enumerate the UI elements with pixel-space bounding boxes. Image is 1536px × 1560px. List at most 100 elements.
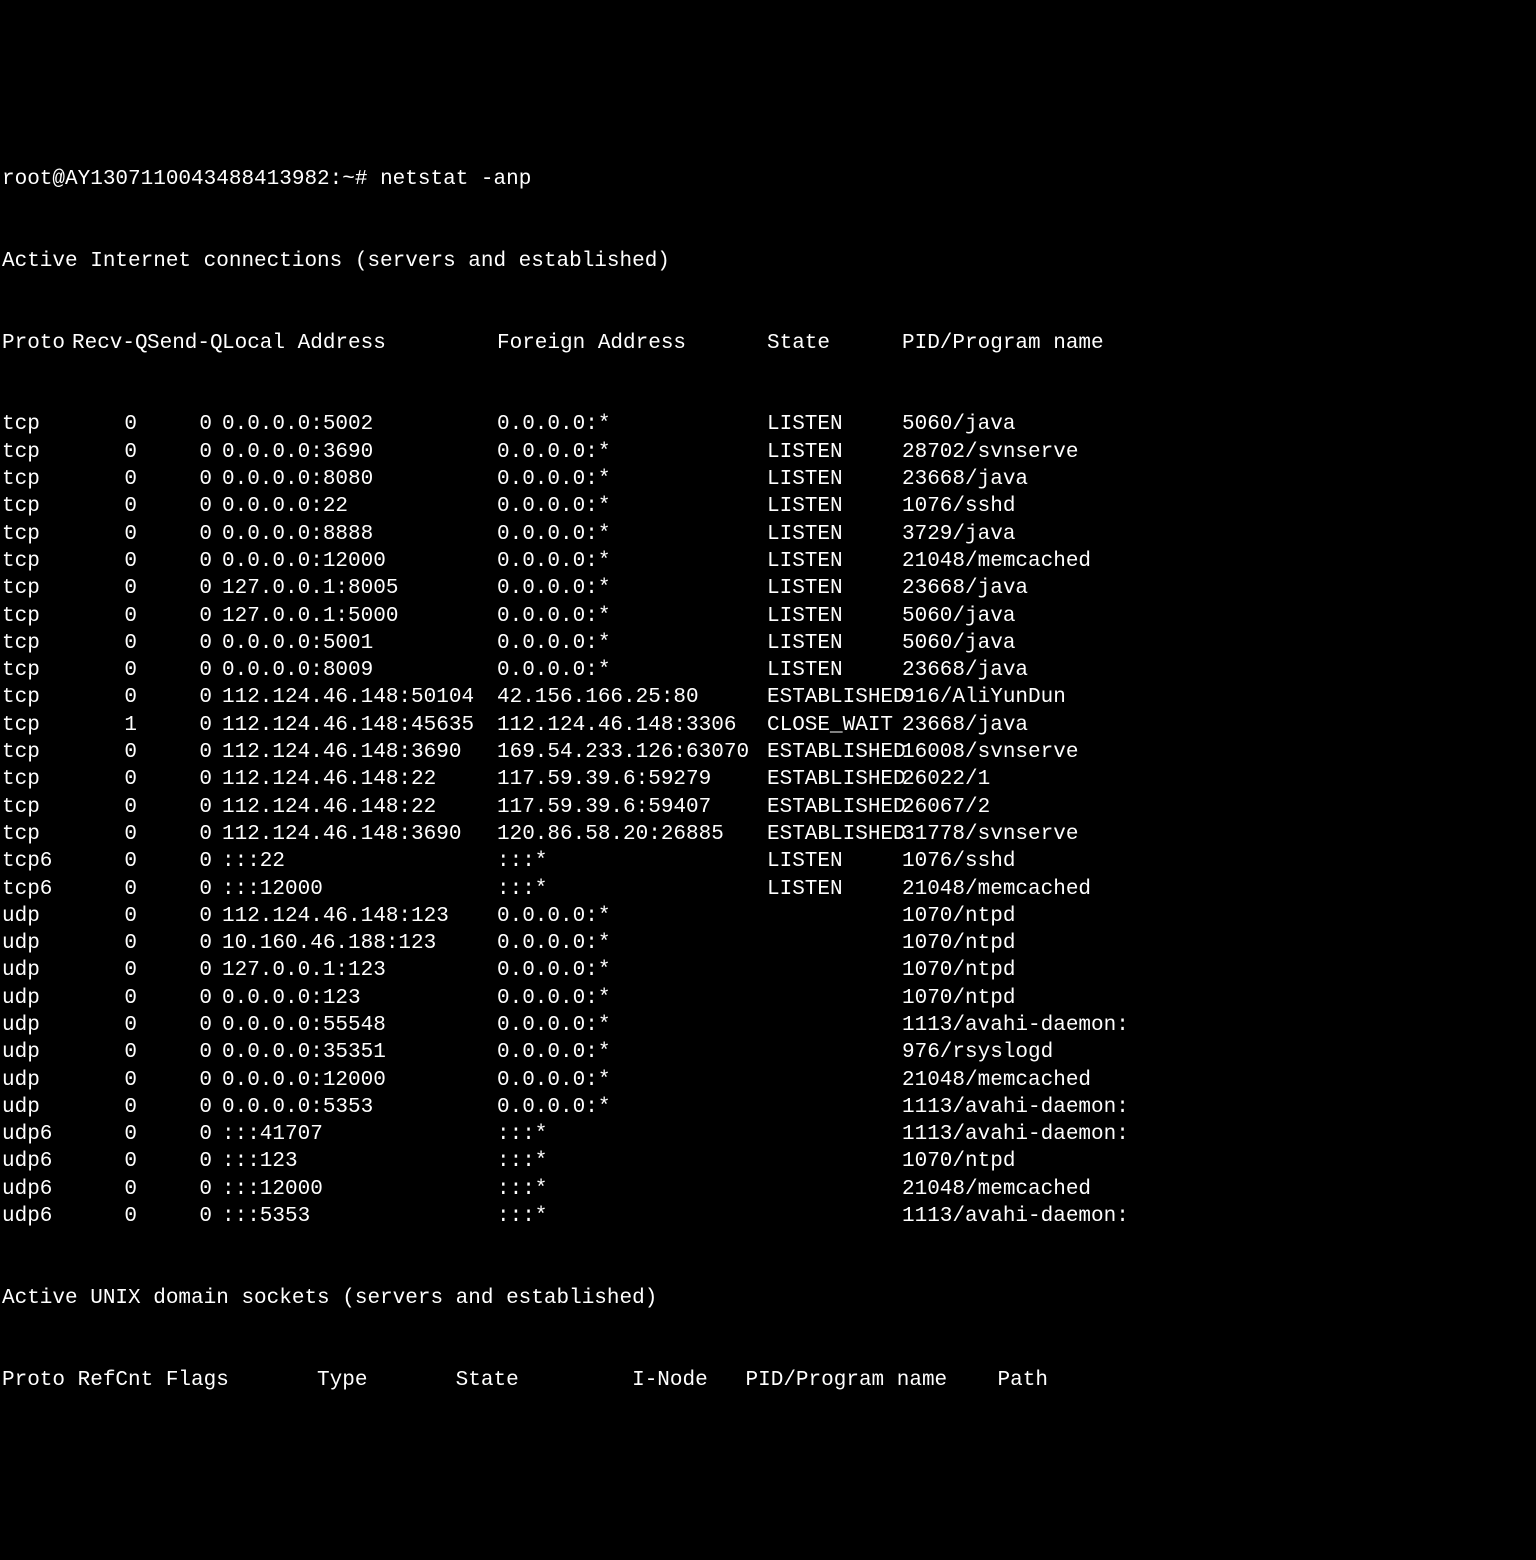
prompt-line: root@AY1307110043488413982:~# netstat -a… — [2, 166, 1534, 193]
cell-pid-program: 21048/memcached — [902, 1067, 1534, 1094]
cell-sendq: 0 — [147, 493, 222, 520]
cell-state — [767, 985, 902, 1012]
cell-local-address: 0.0.0.0:12000 — [222, 548, 497, 575]
cell-proto: tcp — [2, 739, 72, 766]
cell-pid-program: 23668/java — [902, 712, 1534, 739]
cell-local-address: 112.124.46.148:50104 — [222, 684, 497, 711]
cell-pid-program: 1070/ntpd — [902, 930, 1534, 957]
netstat-row: tcp00127.0.0.1:80050.0.0.0:*LISTEN23668/… — [2, 575, 1534, 602]
cell-pid-program: 1113/avahi-daemon: — [902, 1121, 1534, 1148]
cell-sendq: 0 — [147, 794, 222, 821]
cell-local-address: :::12000 — [222, 876, 497, 903]
cell-recvq: 0 — [72, 766, 147, 793]
cell-recvq: 0 — [72, 411, 147, 438]
cell-local-address: :::123 — [222, 1148, 497, 1175]
netstat-row: tcp00112.124.46.148:3690169.54.233.126:6… — [2, 739, 1534, 766]
cell-state — [767, 1148, 902, 1175]
cell-proto: udp — [2, 1039, 72, 1066]
header-sendq: Send-Q — [147, 330, 222, 357]
cell-pid-program: 21048/memcached — [902, 548, 1534, 575]
cell-recvq: 0 — [72, 1067, 147, 1094]
cell-sendq: 0 — [147, 739, 222, 766]
cell-local-address: 112.124.46.148:3690 — [222, 739, 497, 766]
cell-pid-program: 1076/sshd — [902, 493, 1534, 520]
cell-proto: tcp — [2, 439, 72, 466]
cell-pid-program: 23668/java — [902, 657, 1534, 684]
cell-recvq: 0 — [72, 1121, 147, 1148]
cell-state: ESTABLISHED — [767, 684, 902, 711]
cell-proto: tcp6 — [2, 848, 72, 875]
cell-recvq: 0 — [72, 439, 147, 466]
cell-proto: tcp — [2, 657, 72, 684]
cell-local-address: :::22 — [222, 848, 497, 875]
cell-local-address: 127.0.0.1:8005 — [222, 575, 497, 602]
cell-state: LISTEN — [767, 848, 902, 875]
cell-state — [767, 1012, 902, 1039]
netstat-row: tcp000.0.0.0:80800.0.0.0:*LISTEN23668/ja… — [2, 466, 1534, 493]
cell-sendq: 0 — [147, 630, 222, 657]
cell-sendq: 0 — [147, 1203, 222, 1230]
cell-proto: udp — [2, 985, 72, 1012]
cell-foreign-address: 117.59.39.6:59407 — [497, 794, 767, 821]
cell-proto: tcp — [2, 603, 72, 630]
cell-recvq: 0 — [72, 1094, 147, 1121]
cell-pid-program: 26067/2 — [902, 794, 1534, 821]
cell-proto: tcp — [2, 794, 72, 821]
cell-sendq: 0 — [147, 575, 222, 602]
netstat-row: tcp600:::12000:::*LISTEN21048/memcached — [2, 876, 1534, 903]
cell-local-address: :::41707 — [222, 1121, 497, 1148]
cell-state: LISTEN — [767, 603, 902, 630]
terminal-output: root@AY1307110043488413982:~# netstat -a… — [2, 111, 1534, 1421]
cell-sendq: 0 — [147, 521, 222, 548]
cell-state: LISTEN — [767, 411, 902, 438]
cell-local-address: 127.0.0.1:5000 — [222, 603, 497, 630]
cell-proto: udp — [2, 1012, 72, 1039]
cell-foreign-address: 120.86.58.20:26885 — [497, 821, 767, 848]
cell-pid-program: 26022/1 — [902, 766, 1534, 793]
header-foreign: Foreign Address — [497, 330, 767, 357]
cell-foreign-address: 0.0.0.0:* — [497, 930, 767, 957]
cell-pid-program: 21048/memcached — [902, 1176, 1534, 1203]
cell-sendq: 0 — [147, 821, 222, 848]
cell-sendq: 0 — [147, 957, 222, 984]
cell-state — [767, 1176, 902, 1203]
cell-local-address: 0.0.0.0:5002 — [222, 411, 497, 438]
cell-local-address: 10.160.46.188:123 — [222, 930, 497, 957]
cell-foreign-address: :::* — [497, 876, 767, 903]
cell-foreign-address: 0.0.0.0:* — [497, 985, 767, 1012]
netstat-row: tcp000.0.0.0:50020.0.0.0:*LISTEN5060/jav… — [2, 411, 1534, 438]
cell-proto: tcp — [2, 575, 72, 602]
cell-state: LISTEN — [767, 657, 902, 684]
cell-sendq: 0 — [147, 684, 222, 711]
cell-local-address: :::5353 — [222, 1203, 497, 1230]
cell-foreign-address: :::* — [497, 1148, 767, 1175]
cell-pid-program: 976/rsyslogd — [902, 1039, 1534, 1066]
cell-local-address: :::12000 — [222, 1176, 497, 1203]
cell-foreign-address: 169.54.233.126:63070 — [497, 739, 767, 766]
cell-foreign-address: 0.0.0.0:* — [497, 657, 767, 684]
cell-foreign-address: 0.0.0.0:* — [497, 1067, 767, 1094]
cell-foreign-address: 0.0.0.0:* — [497, 466, 767, 493]
cell-proto: tcp — [2, 712, 72, 739]
header-recvq: Recv-Q — [72, 330, 147, 357]
cell-local-address: 0.0.0.0:8888 — [222, 521, 497, 548]
cell-recvq: 0 — [72, 876, 147, 903]
cell-recvq: 0 — [72, 821, 147, 848]
prompt-command: netstat -anp — [380, 168, 531, 191]
cell-state — [767, 1067, 902, 1094]
cell-sendq: 0 — [147, 548, 222, 575]
cell-state: ESTABLISHED — [767, 794, 902, 821]
cell-pid-program: 28702/svnserve — [902, 439, 1534, 466]
cell-recvq: 0 — [72, 493, 147, 520]
cell-recvq: 0 — [72, 739, 147, 766]
cell-pid-program: 1113/avahi-daemon: — [902, 1203, 1534, 1230]
cell-local-address: 112.124.46.148:22 — [222, 766, 497, 793]
cell-recvq: 0 — [72, 930, 147, 957]
cell-state — [767, 1094, 902, 1121]
cell-sendq: 0 — [147, 1121, 222, 1148]
cell-local-address: 0.0.0.0:3690 — [222, 439, 497, 466]
cell-proto: udp — [2, 1094, 72, 1121]
cell-state: CLOSE_WAIT — [767, 712, 902, 739]
cell-state: LISTEN — [767, 575, 902, 602]
cell-local-address: 0.0.0.0:5001 — [222, 630, 497, 657]
